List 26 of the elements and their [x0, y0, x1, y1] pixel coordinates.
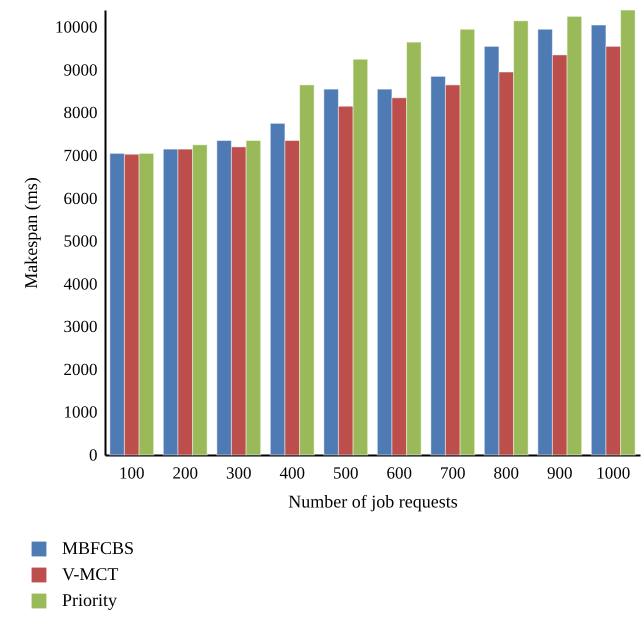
legend-label: V-MCT: [62, 564, 118, 584]
y-tick-label: 9000: [64, 60, 98, 80]
legend-label: Priority: [62, 590, 118, 610]
x-tick-label: 300: [226, 464, 252, 482]
y-tick-label: 4000: [64, 274, 98, 294]
x-tick-label: 600: [386, 464, 412, 482]
y-tick-label: 0: [89, 446, 98, 464]
x-tick-label: 800: [494, 464, 519, 482]
x-tick-label: 500: [333, 464, 358, 482]
x-tick-label: 900: [547, 464, 572, 482]
x-tick-label: 700: [440, 464, 466, 482]
y-tick-label: 6000: [64, 188, 98, 208]
y-tick-label: 5000: [64, 232, 98, 251]
y-tick-label: 3000: [64, 317, 98, 336]
x-tick-label: 1000: [596, 464, 630, 482]
x-tick-label: 400: [280, 464, 305, 482]
y-axis-title: Makespan (ms): [21, 177, 41, 289]
y-tick-label: 7000: [64, 146, 98, 165]
y-tick-label: 2000: [64, 360, 98, 379]
y-tick-label: 1000: [64, 402, 98, 422]
legend-label: MBFCBS: [62, 538, 134, 558]
x-tick-label: 200: [172, 464, 198, 482]
x-tick-label: 100: [119, 464, 144, 482]
y-tick-label: 8000: [64, 103, 98, 122]
y-tick-label: 10000: [55, 18, 98, 37]
x-axis-title: Number of job requests: [288, 492, 458, 512]
